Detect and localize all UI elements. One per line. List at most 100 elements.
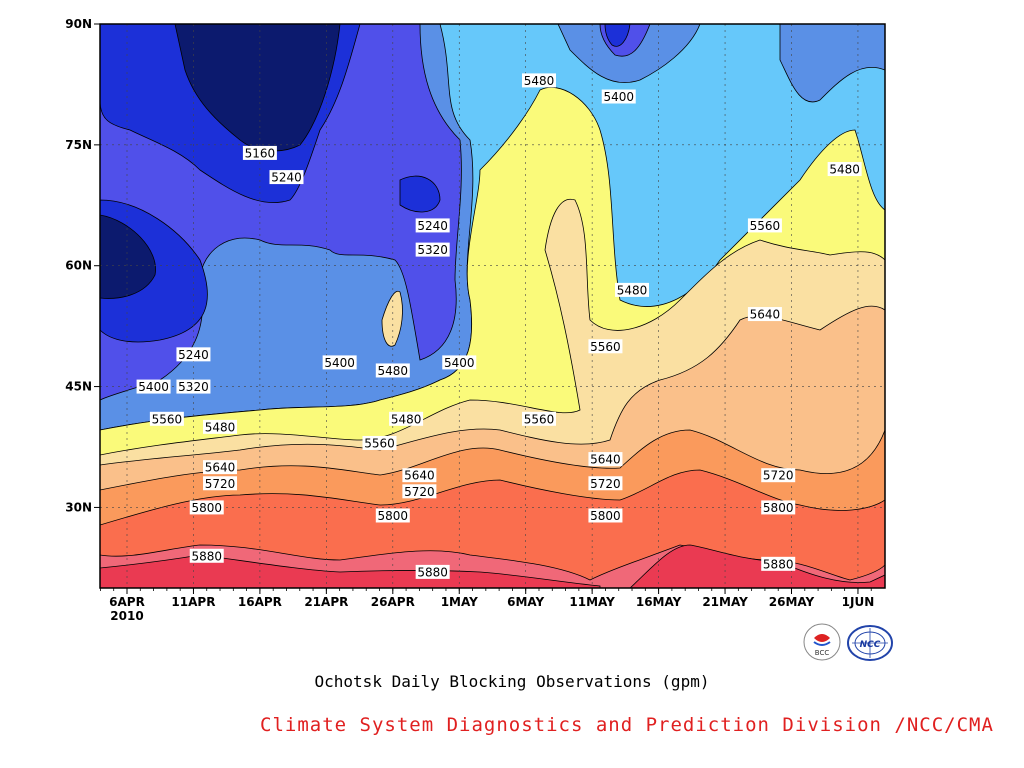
- contour-label: 5800: [375, 508, 410, 523]
- contour-label: 5320: [415, 242, 450, 257]
- band-gt-5880-a: [100, 554, 601, 588]
- contour-labels: 5160 5240 5240 5320 5480 5400 5480 5560 5480 5640…: [136, 73, 862, 579]
- contour-label: 5400: [136, 379, 171, 394]
- contour-label-text: 5800: [763, 501, 794, 515]
- contour-label: 5880: [189, 548, 224, 563]
- contour-label-text: 5640: [205, 461, 236, 475]
- contour-label: 5880: [761, 556, 796, 571]
- contour-label-bg: [362, 435, 397, 450]
- x-tick-label: 21APR: [304, 595, 348, 609]
- contour-label-text: 5720: [590, 477, 621, 491]
- axes: 30N 45N 60N 75N 90N 6APR 11APR 16APR 21APR 26APR 1…: [65, 17, 874, 623]
- contour-label: 5720: [588, 476, 623, 491]
- contour-label: 5720: [203, 476, 238, 491]
- contour-label-text: 5560: [152, 412, 183, 426]
- contour-label-bg: [588, 476, 623, 491]
- y-tick-label: 30N: [65, 500, 92, 514]
- contour-label-text: 5400: [324, 356, 355, 370]
- x-tick-label: 1JUN: [842, 595, 875, 609]
- contour-label-text: 5640: [404, 469, 435, 483]
- band-5320-5400-ne: [779, 24, 885, 103]
- contour-label-text: 5880: [191, 549, 222, 563]
- contour-label-bg: [761, 500, 796, 515]
- contour-label: 5720: [402, 484, 437, 499]
- band-5160-5240-north: [604, 24, 631, 47]
- contour-label-text: 5720: [404, 485, 435, 499]
- contour-label: 5640: [747, 307, 782, 322]
- contour-label-text: 5480: [378, 364, 409, 378]
- contour-label-bg: [389, 411, 424, 426]
- contour-label-text: 5800: [378, 509, 409, 523]
- contour-label-text: 5560: [750, 219, 781, 233]
- x-tick-label: 1MAY: [441, 595, 478, 609]
- band-gt-5880-b: [629, 544, 885, 588]
- contour-label: 5240: [415, 218, 450, 233]
- contour-label: 5160: [242, 145, 277, 160]
- contour-label-text: 5880: [417, 565, 448, 579]
- contour-label: 5560: [521, 411, 556, 426]
- contour-label-bg: [242, 145, 277, 160]
- x-tick-label: 11APR: [171, 595, 215, 609]
- contour-label-bg: [761, 468, 796, 483]
- contour-label-text: 5720: [763, 469, 794, 483]
- contour-label-bg: [415, 564, 450, 579]
- contour-label: 5800: [588, 508, 623, 523]
- contour-label-text: 5480: [391, 412, 422, 426]
- contour-label: 5800: [761, 500, 796, 515]
- contour-label-bg: [189, 548, 224, 563]
- contour-label-bg: [149, 411, 184, 426]
- contour-label: 5480: [827, 162, 862, 177]
- contour-label-bg: [402, 484, 437, 499]
- contour-label-bg: [402, 468, 437, 483]
- contour-label: 5480: [203, 419, 238, 434]
- contour-label: 5640: [402, 468, 437, 483]
- contour-label: 5880: [415, 564, 450, 579]
- contour-label-text: 5640: [590, 453, 621, 467]
- contour-label-bg: [761, 556, 796, 571]
- contour-label-text: 5640: [750, 308, 781, 322]
- contour-label: 5640: [203, 460, 238, 475]
- contour-label: 5560: [747, 218, 782, 233]
- contour-label-bg: [322, 355, 357, 370]
- contour-label-bg: [176, 347, 211, 362]
- contour-label-bg: [375, 363, 410, 378]
- contour-label-bg: [176, 379, 211, 394]
- x-tick-label: 16MAY: [636, 595, 682, 609]
- contour-label-text: 5480: [829, 163, 860, 177]
- contour-label: 5400: [322, 355, 357, 370]
- contour-label-text: 5720: [205, 477, 236, 491]
- contour-label-bg: [747, 307, 782, 322]
- contour-bands: [100, 24, 885, 588]
- contour-label-bg: [588, 508, 623, 523]
- contour-label-text: 5320: [417, 243, 448, 257]
- contour-label-bg: [189, 500, 224, 515]
- y-tick-label: 75N: [65, 138, 92, 152]
- contour-label-bg: [442, 355, 477, 370]
- contour-label: 5560: [149, 411, 184, 426]
- contour-label: 5560: [362, 435, 397, 450]
- contour-label-text: 5560: [524, 412, 555, 426]
- x-tick-label: 11MAY: [569, 595, 615, 609]
- contour-label-text: 5880: [763, 557, 794, 571]
- contour-label: 5480: [521, 73, 556, 88]
- contour-label-text: 5240: [178, 348, 209, 362]
- x-tick-label: 26APR: [371, 595, 415, 609]
- contour-label-text: 5800: [191, 501, 222, 515]
- band-5080-5160-west: [100, 214, 156, 299]
- contour-label-text: 5480: [205, 420, 236, 434]
- contour-label: 5400: [442, 355, 477, 370]
- contour-label-bg: [415, 218, 450, 233]
- contour-label-bg: [415, 242, 450, 257]
- x-tick-label: 21MAY: [702, 595, 748, 609]
- band-5160-5240-island: [399, 175, 441, 213]
- x-tick-label: 26MAY: [769, 595, 815, 609]
- contour-label-text: 5480: [617, 283, 648, 297]
- contour-label-bg: [588, 339, 623, 354]
- contour-label: 5240: [269, 170, 304, 185]
- contour-label: 5480: [375, 363, 410, 378]
- x-tick-label: 16APR: [238, 595, 282, 609]
- contour-label-text: 5240: [271, 171, 302, 185]
- grid-lines: [100, 24, 885, 588]
- contour-label-text: 5400: [138, 380, 169, 394]
